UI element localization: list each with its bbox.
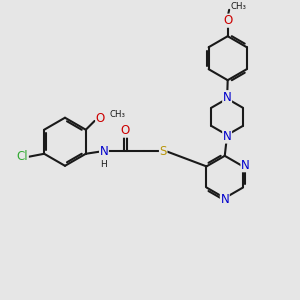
Text: N: N (223, 91, 232, 104)
Text: N: N (241, 159, 250, 172)
Text: Cl: Cl (16, 150, 28, 163)
Text: CH₃: CH₃ (230, 2, 246, 10)
Text: H: H (100, 160, 107, 169)
Text: O: O (121, 124, 130, 137)
Text: N: N (220, 193, 229, 206)
Text: N: N (223, 130, 232, 143)
Text: O: O (223, 14, 232, 27)
Text: N: N (100, 145, 108, 158)
Text: S: S (160, 145, 167, 158)
Text: O: O (96, 112, 105, 124)
Text: CH₃: CH₃ (109, 110, 125, 119)
